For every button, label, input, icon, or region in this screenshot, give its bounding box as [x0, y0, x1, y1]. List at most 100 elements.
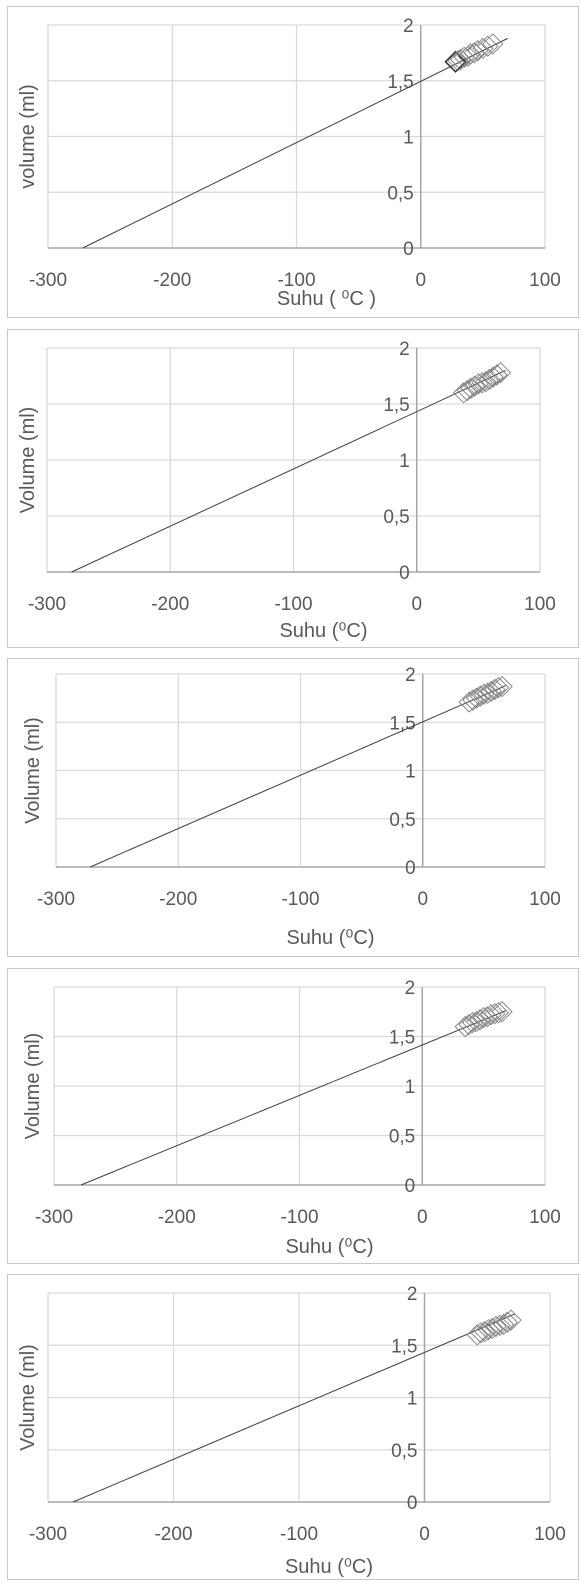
data-point — [480, 1004, 502, 1026]
y-tick-label: 2 — [403, 16, 414, 37]
y-tick-label: 1,5 — [383, 395, 409, 416]
chart-5: 0 0,5 1 1,5 2 -300 -200 -100 0 100 Suhu (⁰C) Volume… — [17, 1284, 566, 1578]
x-axis-title: Suhu (⁰C) — [285, 1236, 373, 1258]
data-point — [460, 377, 482, 399]
data-point — [462, 689, 484, 711]
chart-2: 0 0,5 1 1,5 2 -300 -200 -100 0 100 Suhu (⁰C) Volume… — [17, 339, 556, 642]
data-point — [481, 1317, 503, 1340]
y-tick-label: 0,5 — [383, 507, 409, 528]
data-point — [458, 1013, 480, 1036]
x-tick-label: -100 — [280, 1524, 318, 1545]
data-point — [472, 37, 494, 60]
y-tick-label: 0 — [405, 1176, 416, 1197]
y-tick-label: 1 — [405, 1077, 416, 1098]
x-axis-title: Suhu (⁰C) — [285, 1556, 373, 1578]
trendline — [82, 37, 508, 249]
data-point — [469, 1009, 491, 1031]
x-tick-label: 0 — [417, 889, 428, 910]
data-point — [467, 40, 489, 62]
y-tick-label: 1 — [407, 1389, 418, 1410]
x-axis-title: Suhu ( ⁰C ) — [277, 288, 376, 310]
data-point — [487, 1002, 509, 1024]
x-tick-label: -300 — [29, 1524, 67, 1545]
data-point — [475, 370, 497, 393]
data-point — [459, 43, 482, 65]
y-tick-label: 1 — [403, 128, 414, 149]
y-axis-title: volume (ml) — [17, 84, 39, 188]
x-tick-label: -300 — [35, 1207, 73, 1228]
x-tick-label: -200 — [151, 594, 189, 615]
x-tick-label: 100 — [529, 889, 561, 910]
x-tick-label: 0 — [411, 594, 422, 615]
chart-4: 0 0,5 1 1,5 2 -300 -200 -100 0 100 Suhu (⁰C) Volume… — [22, 978, 561, 1258]
x-tick-label: 0 — [417, 1207, 428, 1228]
data-point — [464, 375, 486, 397]
trendline — [71, 369, 506, 573]
x-tick-label: -200 — [159, 889, 197, 910]
x-tick-label: -300 — [37, 889, 75, 910]
y-axis-title: Volume (ml) — [22, 717, 44, 824]
data-point — [492, 1313, 515, 1335]
chart-panel-2: 0 0,5 1 1,5 2 -300 -200 -100 0 100 Suhu (⁰C) Volume… — [7, 329, 579, 648]
data-point — [486, 364, 508, 386]
x-tick-label: -100 — [281, 889, 319, 910]
data-point — [454, 1015, 476, 1038]
x-tick-label: -200 — [153, 270, 191, 291]
data-point — [480, 680, 502, 703]
data-point — [470, 1322, 492, 1344]
data-point — [473, 683, 495, 705]
data-point — [465, 1011, 487, 1033]
data-point — [487, 676, 510, 699]
x-tick-label: -100 — [274, 594, 312, 615]
y-tick-label: 0,5 — [391, 1441, 417, 1462]
data-point — [452, 382, 475, 404]
data-point — [461, 1012, 484, 1034]
y-tick-label: 0 — [405, 858, 416, 879]
data-point — [496, 1311, 518, 1333]
data-point — [476, 682, 499, 704]
data-point — [478, 368, 501, 390]
data-point — [471, 372, 493, 394]
y-tick-label: 1 — [399, 451, 410, 472]
trendline — [90, 685, 507, 868]
x-tick-label: -200 — [154, 1524, 192, 1545]
y-tick-label: 1,5 — [391, 1336, 417, 1357]
y-tick-label: 2 — [405, 665, 416, 686]
data-point — [466, 1324, 488, 1346]
data-point — [474, 1321, 496, 1343]
y-tick-label: 2 — [399, 339, 410, 360]
y-tick-label: 0,5 — [387, 183, 413, 204]
data-point — [444, 50, 467, 73]
data-point — [469, 685, 491, 707]
x-tick-label: 0 — [415, 270, 426, 291]
y-tick-label: 0,5 — [389, 1127, 415, 1148]
y-axis-title: Volume (ml) — [22, 1033, 44, 1140]
y-tick-label: 2 — [407, 1284, 418, 1305]
data-point — [456, 379, 478, 402]
chart-panel-3: 0 0,5 1 1,5 2 -300 -200 -100 0 100 Suhu (⁰C) Volume… — [7, 658, 579, 957]
x-axis-title: Suhu (⁰C) — [279, 620, 367, 642]
chart-panel-1: 0 0,5 1 1,5 2 -300 -200 -100 0 100 Suhu ( ⁰C ) volu… — [7, 6, 579, 318]
y-tick-label: 0 — [399, 563, 410, 584]
y-tick-label: 0 — [403, 239, 414, 260]
x-tick-label: 100 — [529, 270, 561, 291]
chart-3: 0 0,5 1 1,5 2 -300 -200 -100 0 100 Suhu (⁰C) Volume… — [22, 665, 561, 949]
data-point — [484, 1003, 506, 1025]
y-tick-label: 1,5 — [389, 1028, 415, 1049]
y-tick-label: 0,5 — [389, 810, 415, 831]
y-tick-label: 2 — [405, 978, 416, 999]
data-point — [465, 687, 488, 709]
y-tick-label: 0 — [407, 1493, 418, 1514]
data-point — [489, 1314, 511, 1337]
x-axis-title: Suhu (⁰C) — [286, 927, 374, 949]
x-tick-label: 100 — [529, 1207, 561, 1228]
data-point — [491, 675, 513, 698]
x-tick-label: -300 — [28, 594, 66, 615]
x-tick-label: -300 — [29, 270, 67, 291]
x-tick-label: -100 — [280, 1207, 318, 1228]
data-point — [467, 373, 490, 395]
chart-1: 0 0,5 1 1,5 2 -300 -200 -100 0 100 Suhu ( ⁰C ) volu… — [17, 16, 561, 310]
chart-panel-5: 0 0,5 1 1,5 2 -300 -200 -100 0 100 Suhu (⁰C) Volume… — [7, 1274, 579, 1580]
data-point — [447, 50, 469, 72]
x-tick-label: -100 — [277, 270, 315, 291]
